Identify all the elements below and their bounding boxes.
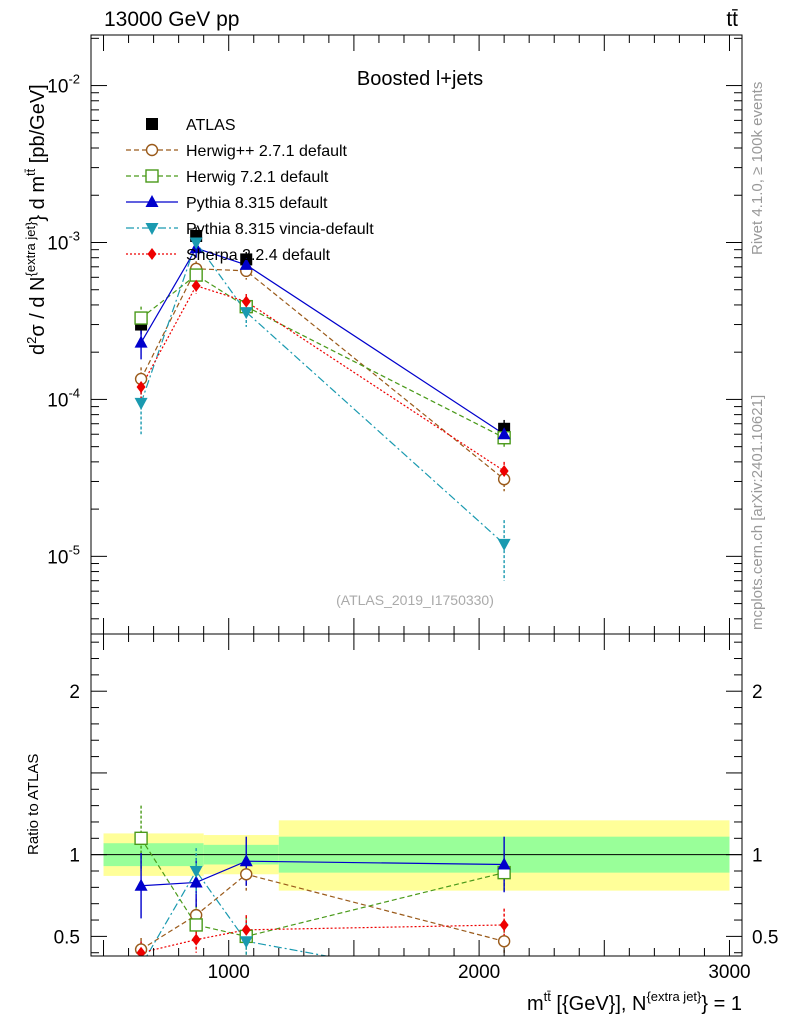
ratio-point-sherpa-2-2-4-default: [499, 918, 509, 931]
ratio-point-herwig-7-2-1-default: [189, 918, 203, 932]
process-label: tt̄: [726, 8, 738, 31]
ratio-point-sherpa-2-2-4-default: [136, 946, 146, 956]
series-line-pythia-8-315-default: [140, 247, 505, 435]
data-point-pythia-8-315-vincia-default: [239, 307, 253, 320]
ratio-point-pythia-8-315-vincia-default: [239, 936, 253, 949]
data-point-sherpa-2-2-4-default: [191, 279, 201, 292]
data-point-pythia-8-315-default: [239, 257, 253, 270]
data-point-pythia-8-315-vincia-default: [189, 237, 203, 250]
ratio-point-pythia-8-315-vincia-default: [189, 866, 203, 879]
legend-marker-pythia-8-315-vincia-default: [145, 223, 159, 235]
ratio-point-pythia-8-315-default: [497, 857, 511, 870]
data-point-pythia-8-315-vincia-default: [134, 397, 148, 410]
legend-marker-herwig-2-7-1-default: [145, 143, 159, 157]
ratio-point-pythia-8-315-default: [134, 878, 148, 891]
x-tick-label: 2000: [458, 962, 500, 983]
ratio-line-pythia-8-315-vincia-default: [146, 869, 330, 956]
ratio-line-sherpa-2-2-4-default: [140, 924, 505, 954]
legend-label-sherpa-2-2-4-default: Sherpa 2.2.4 default: [186, 247, 331, 264]
data-point-pythia-8-315-default: [497, 427, 511, 440]
series-line-herwig-7-2-1-default: [140, 274, 505, 439]
y-tick-label: 10-2: [47, 72, 80, 98]
rivet-label: Rivet 4.1.0, ≥ 100k events: [749, 82, 766, 255]
main-panel: 10-2 10-3 10-4 10-5 Boosted l+jets (ATLAS_2…: [23, 34, 743, 635]
x-tick-label: 1000: [208, 962, 250, 983]
legend-marker-sherpa-2-2-4-default: [147, 248, 157, 260]
legend: ATLAS Herwig++ 2.7.1 default Herwig 7.2.1 …: [126, 117, 374, 264]
legend-marker-herwig-7-2-1-default: [145, 169, 159, 183]
ratio-y-axis-label: Ratio to ATLAS: [25, 754, 42, 855]
series-line-sherpa-2-2-4-default: [140, 285, 505, 472]
ratio-y-tick-label-right: 1: [752, 846, 763, 867]
y-axis-label: d2σ / d N{extra jet}} d mtt̄ [pb/GeV]: [23, 84, 49, 355]
ratio-y-tick-label: 0.5: [54, 927, 80, 948]
ratio-point-herwig-2-7-1-default: [240, 868, 253, 881]
analysis-annotation: (ATLAS_2019_I1750330): [336, 592, 494, 608]
ratio-point-pythia-8-315-default: [189, 875, 203, 888]
series-line-pythia-8-315-vincia-default: [140, 241, 505, 545]
legend-label-pythia-8-315-default: Pythia 8.315 default: [186, 195, 328, 212]
ratio-y-tick-label: 2: [69, 682, 80, 703]
data-point-sherpa-2-2-4-default: [499, 464, 509, 477]
x-axis-label: mtt̄ [{GeV}], N{extra jet}} = 1: [527, 989, 742, 1015]
data-point-sherpa-2-2-4-default: [136, 380, 146, 393]
y-tick-label: 10-5: [47, 542, 80, 568]
legend-label-herwig-2-7-1-default: Herwig++ 2.7.1 default: [186, 143, 348, 160]
ratio-y-tick-label-right: 2: [752, 682, 763, 703]
data-point-pythia-8-315-default: [134, 335, 148, 348]
legend-marker-atlas: [146, 118, 158, 130]
chart-title: Boosted l+jets: [357, 68, 483, 90]
data-point-pythia-8-315-vincia-default: [497, 538, 511, 551]
data-point-herwig-7-2-1-default: [189, 268, 203, 282]
ratio-y-tick-label: 1: [69, 846, 80, 867]
x-tick-label: 3000: [708, 962, 750, 983]
ratio-point-pythia-8-315-default: [239, 854, 253, 867]
ratio-line-herwig-7-2-1-default: [140, 837, 505, 938]
ratio-line-herwig-2-7-1-default: [140, 873, 505, 950]
ratio-point-herwig-2-7-1-default: [497, 935, 511, 948]
series-line-herwig-2-7-1-default: [140, 268, 505, 480]
ratio-point-herwig-7-2-1-default: [134, 831, 148, 846]
data-point-herwig-7-2-1-default: [134, 311, 148, 325]
legend-label-atlas: ATLAS: [186, 117, 236, 134]
data-point-sherpa-2-2-4-default: [241, 295, 251, 308]
mcplots-label: mcplots.cern.ch [arXiv:2401.10621]: [749, 395, 766, 630]
ratio-point-sherpa-2-2-4-default: [191, 933, 201, 946]
ratio-y-tick-label-right: 0.5: [752, 927, 778, 948]
legend-marker-pythia-8-315-default: [145, 195, 159, 207]
legend-label-herwig-7-2-1-default: Herwig 7.2.1 default: [186, 169, 329, 186]
ratio-line-pythia-8-315-default: [141, 860, 505, 887]
collision-label: 13000 GeV pp: [104, 8, 239, 31]
legend-label-pythia-8-315-vincia-default: Pythia 8.315 vincia-default: [186, 221, 374, 238]
y-tick-label: 10-4: [47, 385, 80, 411]
ratio-panel-frame: [90, 633, 743, 957]
ratio-point-sherpa-2-2-4-default: [241, 923, 251, 936]
y-tick-label: 10-3: [47, 228, 80, 254]
